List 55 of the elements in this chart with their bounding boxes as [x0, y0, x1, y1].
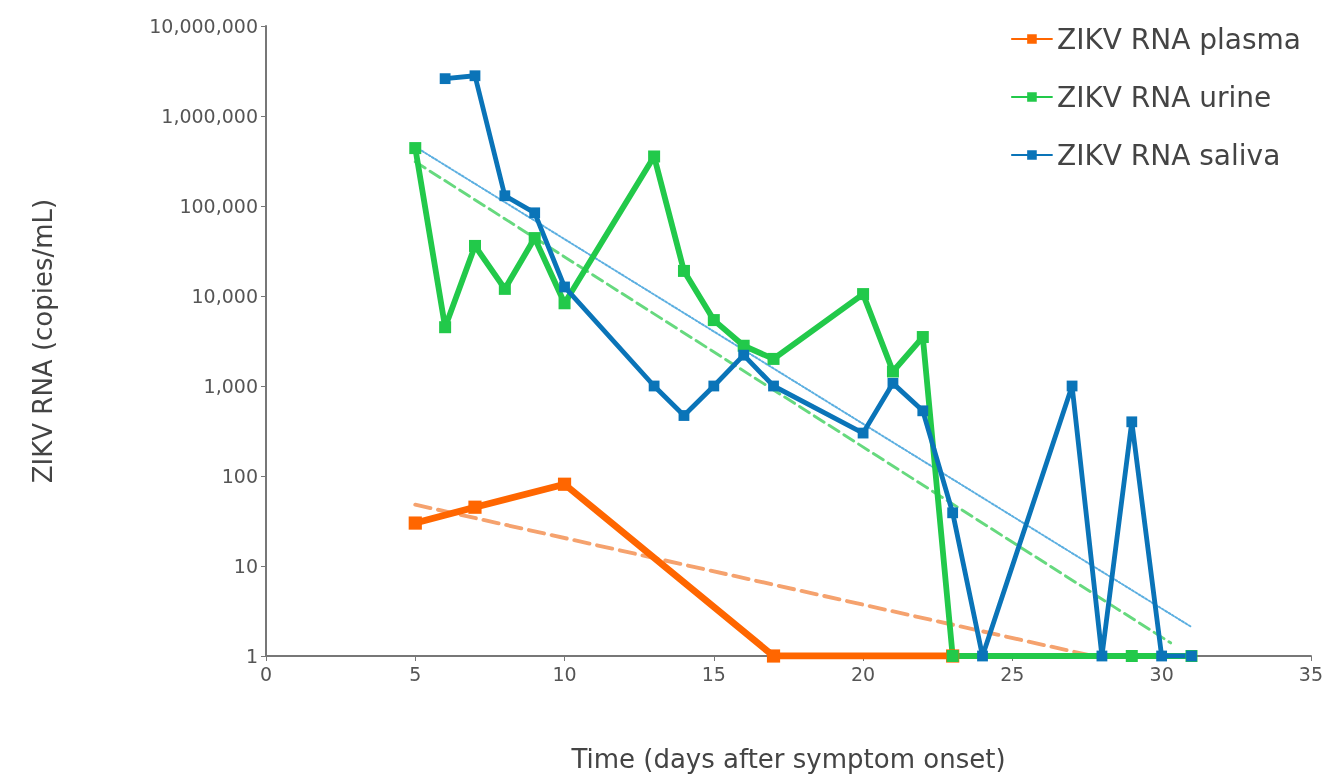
point — [708, 380, 720, 392]
point — [887, 377, 899, 389]
x-tick-label: 30 — [1149, 662, 1174, 685]
point — [498, 282, 511, 295]
legend-label: ZIKV RNA saliva — [1056, 138, 1281, 172]
y-tick-label: 100,000 — [179, 195, 258, 217]
point — [468, 239, 481, 252]
point — [677, 264, 690, 277]
point — [439, 321, 452, 334]
x-tick-label: 0 — [259, 662, 273, 685]
x-axis-title: Time (days after symptom onset) — [570, 744, 1006, 774]
x-tick-label: 15 — [701, 662, 726, 685]
legend-label: ZIKV RNA plasma — [1056, 22, 1301, 56]
y-tick-label: 10,000,000 — [149, 15, 258, 37]
point — [947, 507, 959, 519]
point — [738, 349, 750, 361]
point — [917, 405, 929, 417]
x-tick-label: 5 — [409, 662, 422, 685]
legend-label: ZIKV RNA urine — [1056, 80, 1272, 114]
y-tick-label: 10,000 — [191, 285, 258, 307]
point — [499, 190, 511, 202]
point — [528, 232, 541, 245]
point — [766, 649, 781, 663]
point — [1126, 416, 1138, 428]
point — [439, 73, 451, 85]
point — [768, 380, 779, 392]
point — [468, 500, 482, 514]
point — [977, 650, 988, 662]
y-tick-label: 1,000,000 — [161, 105, 258, 127]
point — [557, 477, 572, 491]
point — [558, 297, 571, 310]
y-tick-label: 100 — [221, 465, 258, 487]
point — [409, 142, 422, 155]
x-tick-label: 20 — [851, 662, 876, 685]
y-tick-label: 10 — [233, 555, 258, 577]
point — [648, 150, 661, 163]
x-tick-label: 35 — [1298, 662, 1324, 685]
point — [857, 288, 870, 301]
y-axis-title: ZIKV RNA (copies/mL) — [28, 198, 58, 484]
x-tick-label: 25 — [1000, 662, 1025, 685]
point — [1156, 650, 1168, 662]
point — [559, 281, 570, 293]
y-tick-label: 1,000 — [203, 375, 258, 397]
point — [767, 352, 780, 365]
point — [916, 331, 929, 344]
x-tick-label: 10 — [552, 662, 577, 685]
point — [1125, 650, 1138, 662]
point — [469, 70, 481, 82]
point — [529, 207, 541, 219]
point — [648, 380, 660, 392]
point — [678, 410, 690, 421]
point — [707, 314, 720, 327]
point — [408, 516, 422, 530]
y-tick-label: 1 — [245, 645, 258, 667]
point — [886, 365, 899, 378]
